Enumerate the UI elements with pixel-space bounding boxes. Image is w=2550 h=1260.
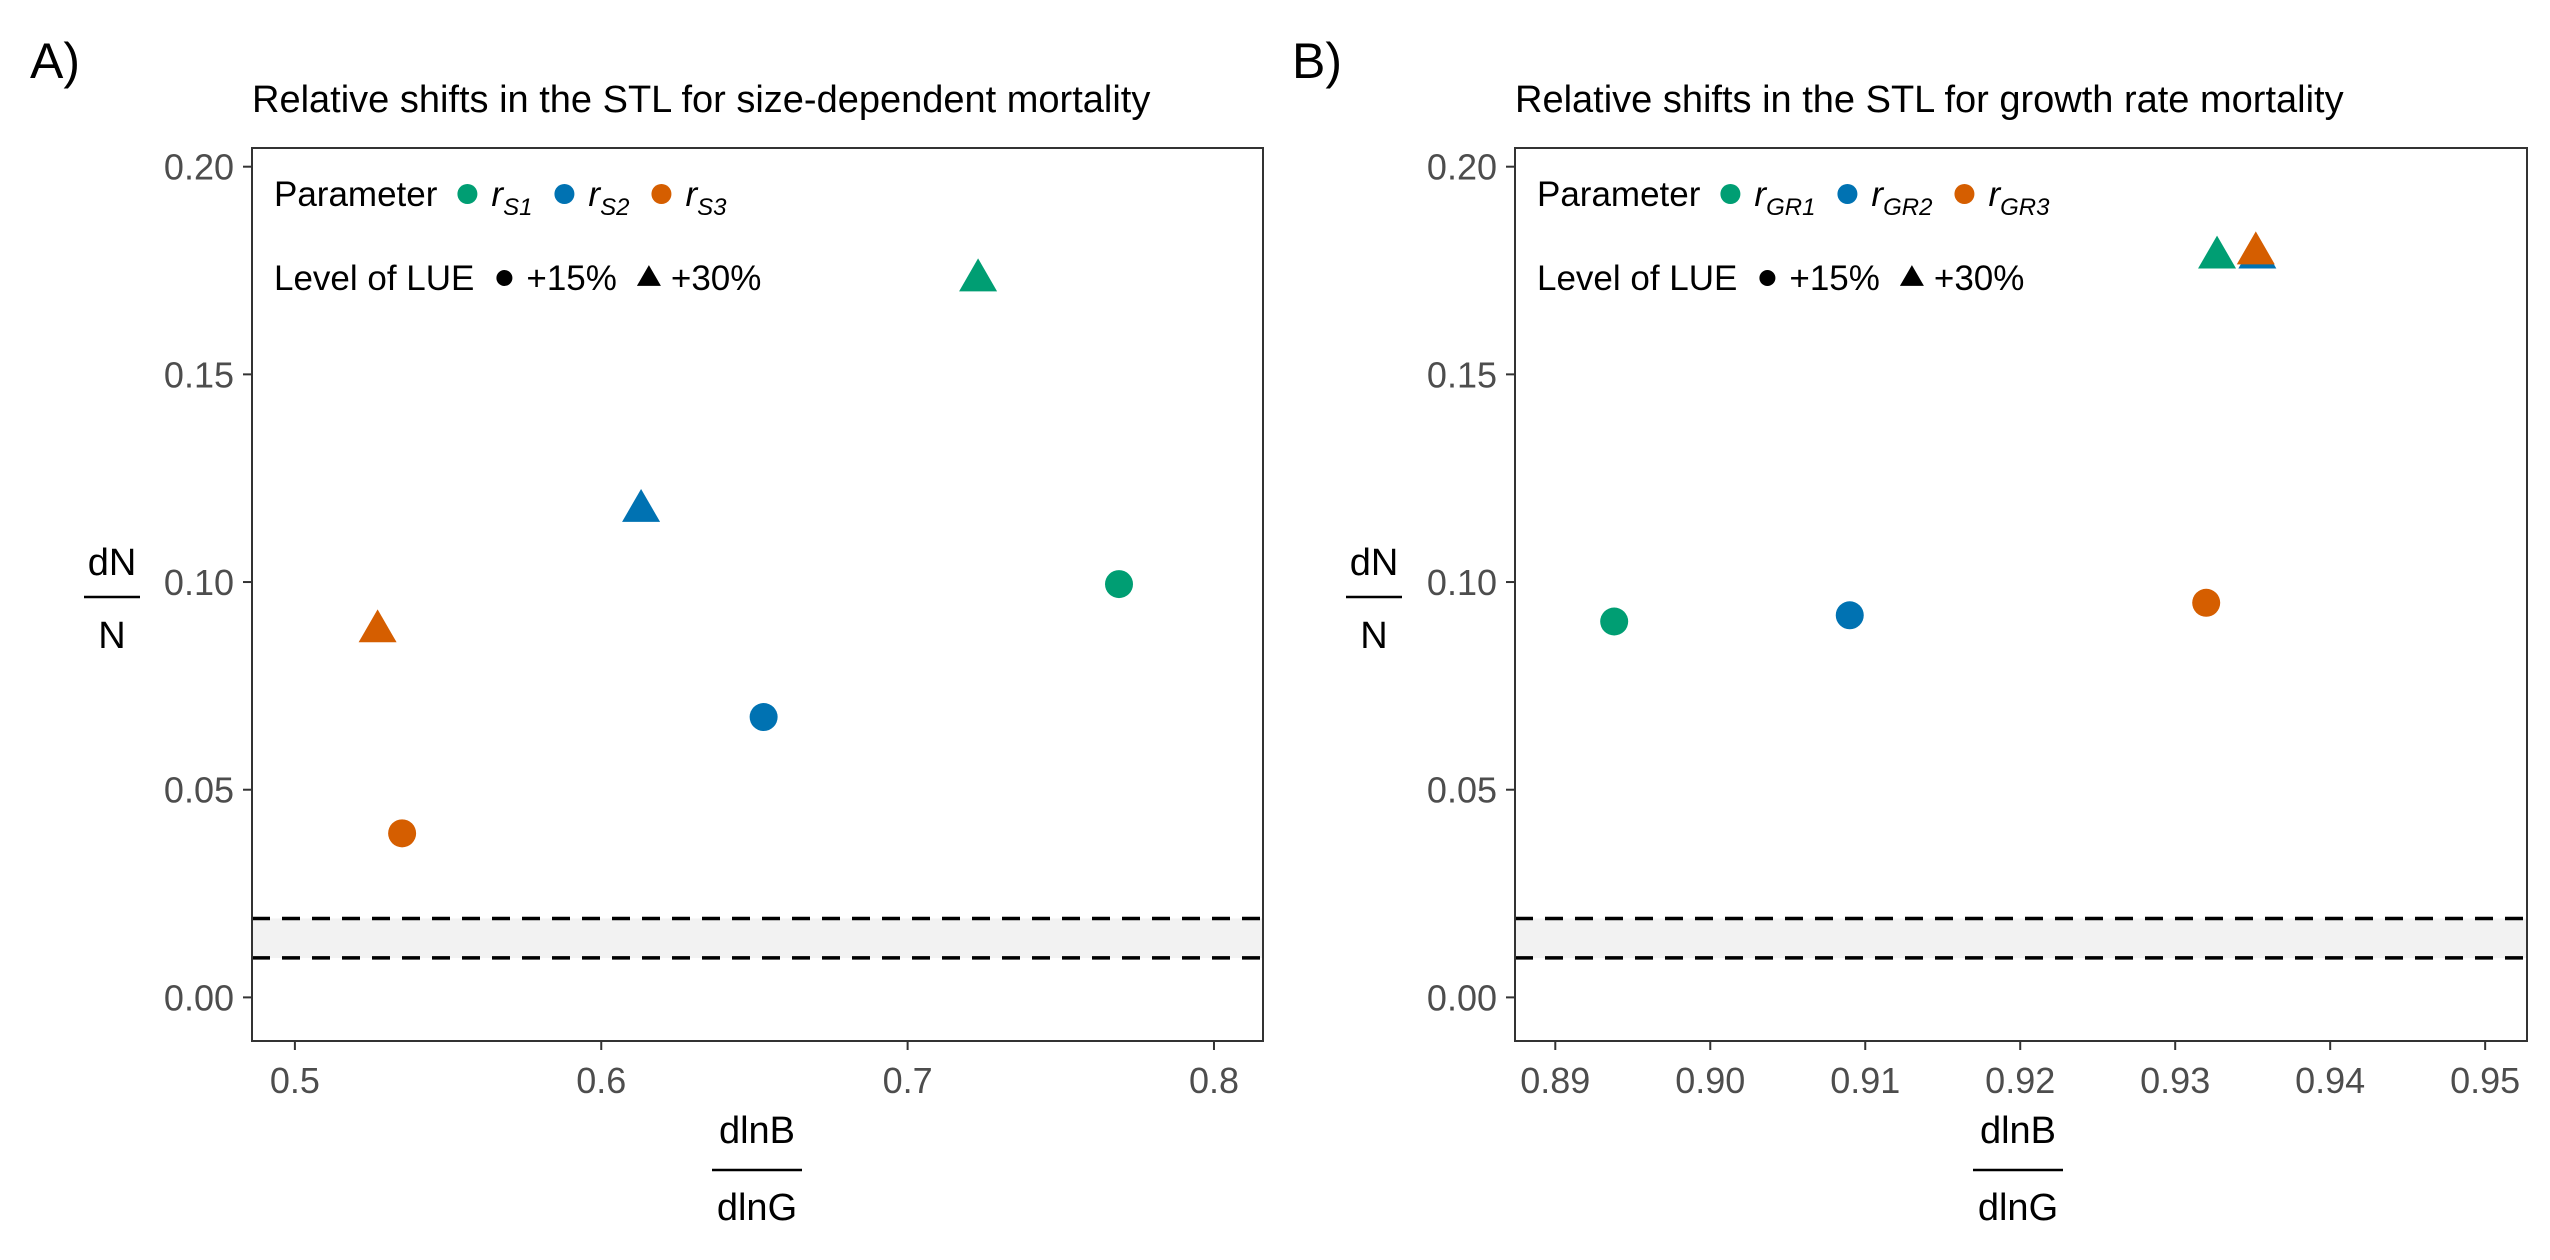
data-point-circle-b (1600, 607, 1629, 636)
legend-key-triangle-a (636, 265, 661, 286)
reference-band-a (252, 918, 1263, 958)
data-point-circle-a (749, 703, 778, 732)
data-point-circle-a (1105, 570, 1134, 599)
data-point-triangle-a (959, 258, 998, 292)
data-point-triangle-b (2236, 231, 2275, 265)
y-label-denominator-a: N (98, 615, 125, 657)
data-point-triangle-b (2198, 235, 2237, 269)
legend-parameter-label-b: rGR1 (1754, 175, 1815, 221)
legend-key-circle-a (651, 184, 672, 204)
legend-level-label-b: +30% (1934, 259, 2025, 298)
x-label-numerator-b: dlnB (1980, 1110, 2056, 1152)
y-axis-label-b: dN N (1346, 542, 1402, 657)
x-tick-label-a: 0.6 (576, 1060, 626, 1101)
chart-title-a: Relative shifts in the STL for size-depe… (252, 79, 1150, 121)
legend-level-label-b: +15% (1789, 259, 1880, 298)
x-label-denominator-b: dlnG (1978, 1187, 2058, 1229)
y-tick-label-a: 0.05 (164, 770, 234, 811)
legend-a: Parameter rS1 rS2 rS3 Level of LUE +15% +30% (274, 175, 761, 298)
legend-b: Parameter rGR1 rGR2 rGR3 Level of LUE +15% +30… (1537, 175, 2050, 298)
x-axis-label-b: dlnB dlnG (1973, 1110, 2063, 1229)
y-tick-label-b: 0.05 (1427, 770, 1497, 811)
legend-key-triangle-b (1899, 265, 1924, 286)
y-tick-label-b: 0.10 (1427, 562, 1497, 603)
x-tick-label-b: 0.89 (1520, 1060, 1590, 1101)
legend-parameter-label-b: rGR3 (1988, 175, 2050, 221)
chart-title-b: Relative shifts in the STL for growth ra… (1515, 79, 2344, 121)
x-tick-label-a: 0.8 (1189, 1060, 1239, 1101)
y-tick-label-a: 0.15 (164, 354, 234, 395)
legend-level-title-a: Level of LUE (274, 259, 474, 298)
y-label-numerator-a: dN (88, 542, 137, 584)
legend-level-label-a: +15% (526, 259, 617, 298)
plot-area-b: 0.00 0.05 0.10 0.15 0.20 0.89 0.90 0.91 0.92 0.93… (1427, 147, 2527, 1101)
y-tick-label-b: 0.15 (1427, 354, 1497, 395)
legend-key-circle-a (496, 270, 513, 286)
x-tick-label-a: 0.5 (270, 1060, 320, 1101)
x-tick-label-b: 0.94 (2295, 1060, 2365, 1101)
x-tick-label-b: 0.93 (2140, 1060, 2210, 1101)
legend-parameter-title-a: Parameter (274, 175, 438, 214)
panel-a: A) Relative shifts in the STL for size-d… (30, 33, 1264, 1229)
legend-level-title-b: Level of LUE (1537, 259, 1737, 298)
plot-area-a: 0.00 0.05 0.10 0.15 0.20 0.5 0.6 0.7 0.8 (164, 147, 1263, 1101)
x-tick-label-b: 0.95 (2450, 1060, 2520, 1101)
legend-key-circle-b (1759, 270, 1776, 286)
y-tick-label-b: 0.20 (1427, 147, 1497, 188)
legend-parameter-label-b: rGR2 (1871, 175, 1932, 221)
legend-parameter-label-a: rS1 (491, 175, 532, 221)
data-point-circle-b (1835, 601, 1864, 630)
legend-key-circle-a (457, 184, 478, 204)
legend-parameter-label-a: rS3 (685, 175, 727, 221)
x-axis-label-a: dlnB dlnG (712, 1110, 802, 1229)
y-axis-label-a: dN N (84, 542, 140, 657)
reference-band-b (1515, 918, 2527, 958)
data-point-triangle-a (358, 609, 397, 643)
y-tick-label-b: 0.00 (1427, 977, 1497, 1018)
plot-frame-b (1514, 147, 2528, 1042)
panel-b: B) Relative shifts in the STL for growth… (1292, 33, 2528, 1229)
x-label-numerator-a: dlnB (719, 1110, 795, 1152)
x-label-denominator-a: dlnG (717, 1187, 797, 1229)
plot-frame-a (251, 147, 1264, 1042)
y-tick-label-a: 0.00 (164, 977, 234, 1018)
y-label-denominator-b: N (1360, 615, 1387, 657)
x-tick-label-a: 0.7 (883, 1060, 933, 1101)
legend-parameter-title-b: Parameter (1537, 175, 1701, 214)
x-tick-label-b: 0.90 (1675, 1060, 1745, 1101)
data-point-circle-a (388, 819, 417, 848)
legend-key-circle-b (1837, 184, 1858, 204)
data-point-triangle-a (622, 488, 661, 522)
x-tick-label-b: 0.91 (1830, 1060, 1900, 1101)
legend-key-circle-a (554, 184, 575, 204)
legend-level-label-a: +30% (671, 259, 762, 298)
panel-label-a: A) (30, 33, 80, 89)
y-tick-label-a: 0.10 (164, 562, 234, 603)
data-point-circle-b (2192, 588, 2221, 617)
panel-label-b: B) (1292, 33, 1342, 89)
legend-key-circle-b (1720, 184, 1741, 204)
x-tick-label-b: 0.92 (1985, 1060, 2055, 1101)
legend-parameter-label-a: rS2 (588, 175, 629, 221)
y-label-numerator-b: dN (1350, 542, 1399, 584)
y-tick-label-a: 0.20 (164, 147, 234, 188)
legend-key-circle-b (1954, 184, 1975, 204)
